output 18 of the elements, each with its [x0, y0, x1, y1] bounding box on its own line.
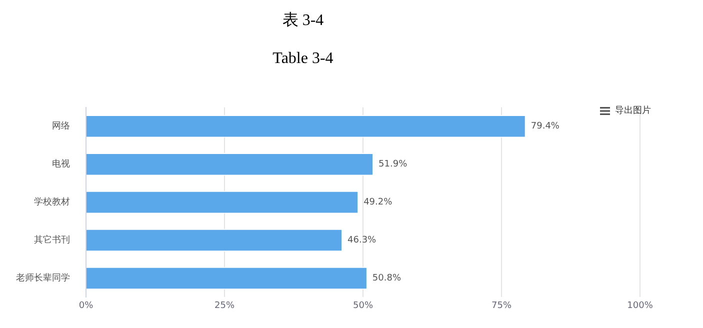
x-tick-label: 50%: [352, 300, 374, 311]
y-tick-label: 老师长辈同学: [16, 272, 70, 284]
chart-title: 表 3-4: [281, 10, 325, 31]
data-label: 46.3%: [348, 236, 377, 246]
data-label: 49.2%: [364, 198, 393, 208]
data-label: 50.8%: [372, 274, 402, 284]
x-tick-label: 75%: [491, 300, 512, 311]
y-tick-label: 其它书刊: [34, 234, 70, 246]
x-tick-label: 0%: [78, 300, 94, 311]
y-tick-label: 学校教材: [34, 196, 70, 208]
x-tick-label: 25%: [214, 300, 235, 311]
chart-subtitle: Table 3-4: [272, 50, 334, 68]
data-label: 51.9%: [378, 160, 408, 170]
x-tick-label: 100%: [627, 300, 654, 311]
y-tick-label: 电视: [52, 158, 70, 170]
data-label: 79.4%: [530, 122, 560, 132]
y-tick-label: 网络: [52, 120, 70, 132]
annotation: 导出图片: [615, 104, 651, 117]
